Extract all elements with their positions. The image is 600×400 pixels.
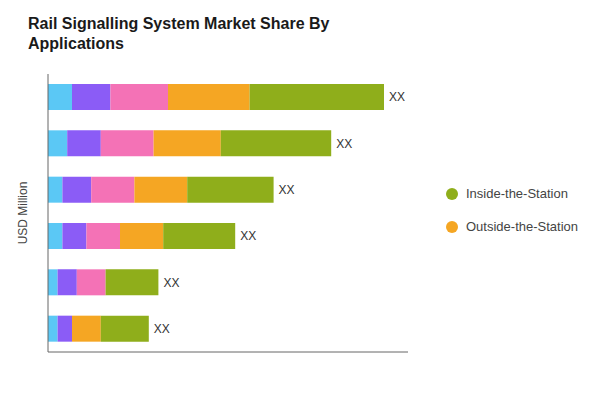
svg-text:XX: XX xyxy=(240,229,256,243)
html-text:Inside-the-Station: Inside-the-Station xyxy=(466,186,568,201)
html-text:Outside-the-Station: Outside-the-Station xyxy=(466,219,578,234)
svg-text:USD Million: USD Million xyxy=(16,182,30,245)
svg-text:XX: XX xyxy=(336,137,352,151)
html-text:Rail Signalling System Market: Rail Signalling System Market Share By A… xyxy=(28,15,330,52)
svg-text:XX: XX xyxy=(154,322,170,336)
svg-text:XX: XX xyxy=(163,276,179,290)
svg-text:XX: XX xyxy=(389,90,405,104)
svg-text:XX: XX xyxy=(279,183,295,197)
